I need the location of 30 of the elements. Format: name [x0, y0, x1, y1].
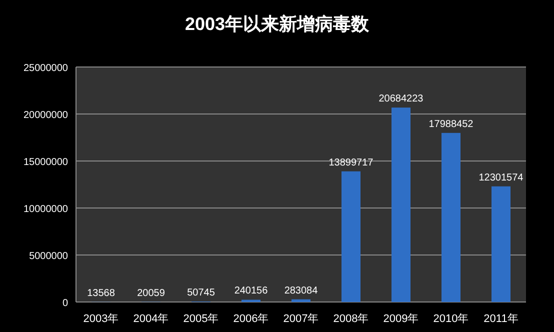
bar [492, 186, 510, 302]
bar [442, 132, 460, 302]
y-tick-label: 15000000 [24, 157, 68, 168]
data-label: 13568 [87, 288, 116, 299]
x-tick-label: 2011年 [484, 313, 518, 325]
x-tick-label: 2009年 [383, 313, 419, 325]
y-tick-label: 20000000 [24, 110, 68, 121]
y-tick-label: 25000000 [24, 63, 68, 74]
x-tick-label: 2008年 [333, 313, 369, 325]
data-label: 12301574 [478, 172, 524, 184]
bar [392, 108, 410, 302]
chart-title: 2003年以来新增病毒数 [184, 14, 370, 34]
bar [342, 171, 360, 302]
x-tick-label: 2010年 [433, 313, 469, 325]
x-tick-label: 2006年 [233, 313, 269, 325]
data-label: 20059 [137, 288, 166, 299]
data-label: 20684223 [378, 94, 424, 105]
data-label: 13899717 [328, 157, 374, 168]
x-tick-label: 2004年 [133, 313, 169, 325]
data-label: 283084 [284, 285, 318, 296]
data-label: 240156 [234, 286, 268, 297]
x-tick-label: 2003年 [83, 313, 119, 325]
y-tick-label: 10000000 [24, 204, 68, 215]
data-label: 17988452 [428, 118, 474, 130]
x-tick-label: 2005年 [183, 313, 219, 325]
data-label: 50745 [187, 288, 216, 299]
y-tick-label: 0 [62, 298, 68, 309]
bar [292, 299, 310, 302]
y-tick-label: 5000000 [29, 251, 68, 262]
x-tick-label: 2007年 [283, 313, 319, 325]
